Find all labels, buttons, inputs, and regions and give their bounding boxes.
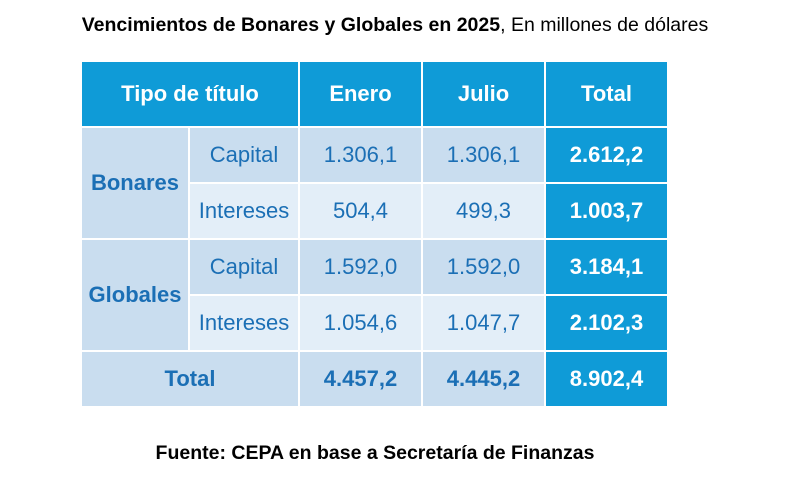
header-row: Tipo de título Enero Julio Total bbox=[80, 60, 669, 128]
row-label: Intereses bbox=[188, 294, 300, 352]
table-row: Intereses 1.054,6 1.047,7 2.102,3 bbox=[81, 294, 669, 352]
header-tipo: Tipo de título bbox=[80, 60, 300, 128]
group-label-bonares: Bonares bbox=[80, 126, 190, 240]
cell-julio: 1.047,7 bbox=[421, 294, 546, 352]
source-note: Fuente: CEPA en base a Secretaría de Fin… bbox=[155, 442, 595, 464]
title-separator: , bbox=[500, 14, 506, 36]
cell-enero: 1.054,6 bbox=[298, 294, 423, 352]
header-enero: Enero bbox=[298, 60, 423, 128]
row-label: Capital bbox=[188, 238, 300, 296]
cell-total: 2.102,3 bbox=[544, 294, 669, 352]
total-row: Total 4.457,2 4.445,2 8.902,4 bbox=[80, 350, 669, 408]
table-row: Intereses 504,4 499,3 1.003,7 bbox=[81, 182, 669, 240]
header-total: Total bbox=[544, 60, 669, 128]
cell-julio: 1.306,1 bbox=[421, 126, 546, 184]
maturities-table: Tipo de título Enero Julio Total Bonares… bbox=[80, 60, 669, 408]
cell-julio: 499,3 bbox=[421, 182, 546, 240]
cell-julio: 1.592,0 bbox=[421, 238, 546, 296]
row-label: Capital bbox=[188, 126, 300, 184]
chart-title-main: Vencimientos de Bonares y Globales en 20… bbox=[81, 14, 501, 36]
grand-total: 8.902,4 bbox=[544, 350, 669, 408]
cell-total: 1.003,7 bbox=[544, 182, 669, 240]
header-julio: Julio bbox=[421, 60, 546, 128]
cell-total: 3.184,1 bbox=[544, 238, 669, 296]
table-row: Bonares Capital 1.306,1 1.306,1 2.612,2 bbox=[80, 126, 669, 240]
group-label-globales: Globales bbox=[80, 238, 190, 352]
total-enero: 4.457,2 bbox=[298, 350, 423, 408]
chart-subtitle: En millones de dólares bbox=[510, 14, 709, 36]
cell-enero: 504,4 bbox=[298, 182, 423, 240]
cell-enero: 1.592,0 bbox=[298, 238, 423, 296]
cell-total: 2.612,2 bbox=[544, 126, 669, 184]
cell-enero: 1.306,1 bbox=[298, 126, 423, 184]
total-julio: 4.445,2 bbox=[421, 350, 546, 408]
row-label: Intereses bbox=[188, 182, 300, 240]
table-row: Globales Capital 1.592,0 1.592,0 3.184,1 bbox=[80, 238, 669, 352]
chart-title: Vencimientos de Bonares y Globales en 20… bbox=[0, 14, 790, 37]
total-row-label: Total bbox=[80, 350, 300, 408]
